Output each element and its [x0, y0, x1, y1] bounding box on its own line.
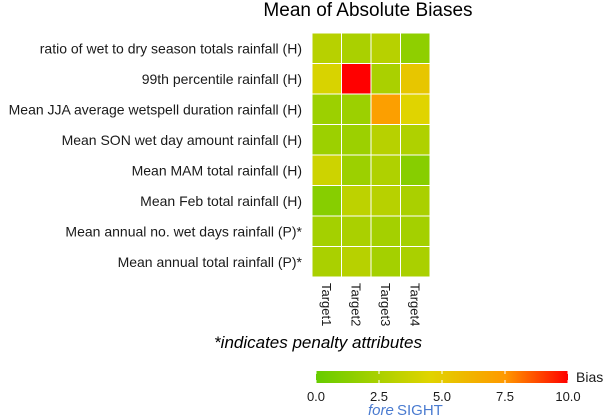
heatmap-cell [400, 215, 431, 247]
row-label: Mean MAM total rainfall (H) [132, 162, 302, 178]
legend-tick-label: 0.0 [307, 389, 325, 404]
logo-fore: fore [368, 402, 394, 419]
heatmap-cell [311, 246, 342, 278]
logo-sight: SIGHT [397, 402, 443, 419]
heatmap-cell [400, 63, 431, 95]
heatmap-cell [311, 93, 342, 125]
row-label: Mean annual no. wet days rainfall (P)* [65, 223, 302, 239]
heatmap-cell [370, 93, 401, 125]
row-label: Mean JJA average wetspell duration rainf… [9, 101, 302, 117]
penalty-note: *indicates penalty attributes [214, 333, 422, 352]
heatmap-cell [311, 32, 342, 64]
heatmap-cell [370, 246, 401, 278]
row-label: 99th percentile rainfall (H) [142, 71, 302, 87]
column-label: Target3 [378, 283, 393, 326]
heatmap-cell [400, 124, 431, 156]
heatmap-cell [341, 93, 372, 125]
legend-tick-label: 2.5 [370, 389, 388, 404]
heatmap-cell [400, 185, 431, 217]
legend-ticks: 0.0 2.5 5.0 7.5 10.0 [307, 371, 581, 404]
heatmap-cell [370, 215, 401, 247]
column-label: Target1 [319, 283, 334, 326]
heatmap-cell [370, 124, 401, 156]
heatmap-cell [311, 215, 342, 247]
row-label: Mean annual total rainfall (P)* [118, 254, 303, 270]
heatmap-cells [311, 32, 431, 278]
column-label: Target2 [348, 283, 363, 326]
heatmap-cell [341, 185, 372, 217]
heatmap-cell [400, 93, 431, 125]
heatmap-cell [400, 154, 431, 186]
legend-tick-label: 5.0 [433, 389, 451, 404]
row-label: Mean Feb total rainfall (H) [140, 193, 302, 209]
legend-title: Bias [576, 369, 603, 385]
heatmap-cell [311, 154, 342, 186]
row-labels: ratio of wet to dry season totals rainfa… [9, 40, 303, 270]
heatmap-cell [341, 246, 372, 278]
row-label: ratio of wet to dry season totals rainfa… [40, 40, 302, 56]
legend-tick-label: 7.5 [496, 389, 514, 404]
heatmap-cell [311, 63, 342, 95]
heatmap-cell [311, 185, 342, 217]
heatmap-cell [370, 154, 401, 186]
heatmap-cell [341, 32, 372, 64]
foresight-logo: fore SIGHT [368, 402, 443, 419]
heatmap-cell [341, 215, 372, 247]
row-label: Mean SON wet day amount rainfall (H) [62, 132, 302, 148]
column-labels: Target1 Target2 Target3 Target4 [319, 283, 423, 326]
legend-tick-label: 10.0 [555, 389, 580, 404]
heatmap-cell [341, 63, 372, 95]
heatmap-cell [370, 32, 401, 64]
heatmap-cell [341, 154, 372, 186]
heatmap-cell [370, 63, 401, 95]
heatmap-cell [370, 185, 401, 217]
heatmap-cell [311, 124, 342, 156]
heatmap-cell [400, 246, 431, 278]
heatmap-cell [341, 124, 372, 156]
heatmap-cell [400, 32, 431, 64]
column-label: Target4 [407, 283, 422, 326]
chart-title: Mean of Absolute Biases [263, 0, 472, 21]
